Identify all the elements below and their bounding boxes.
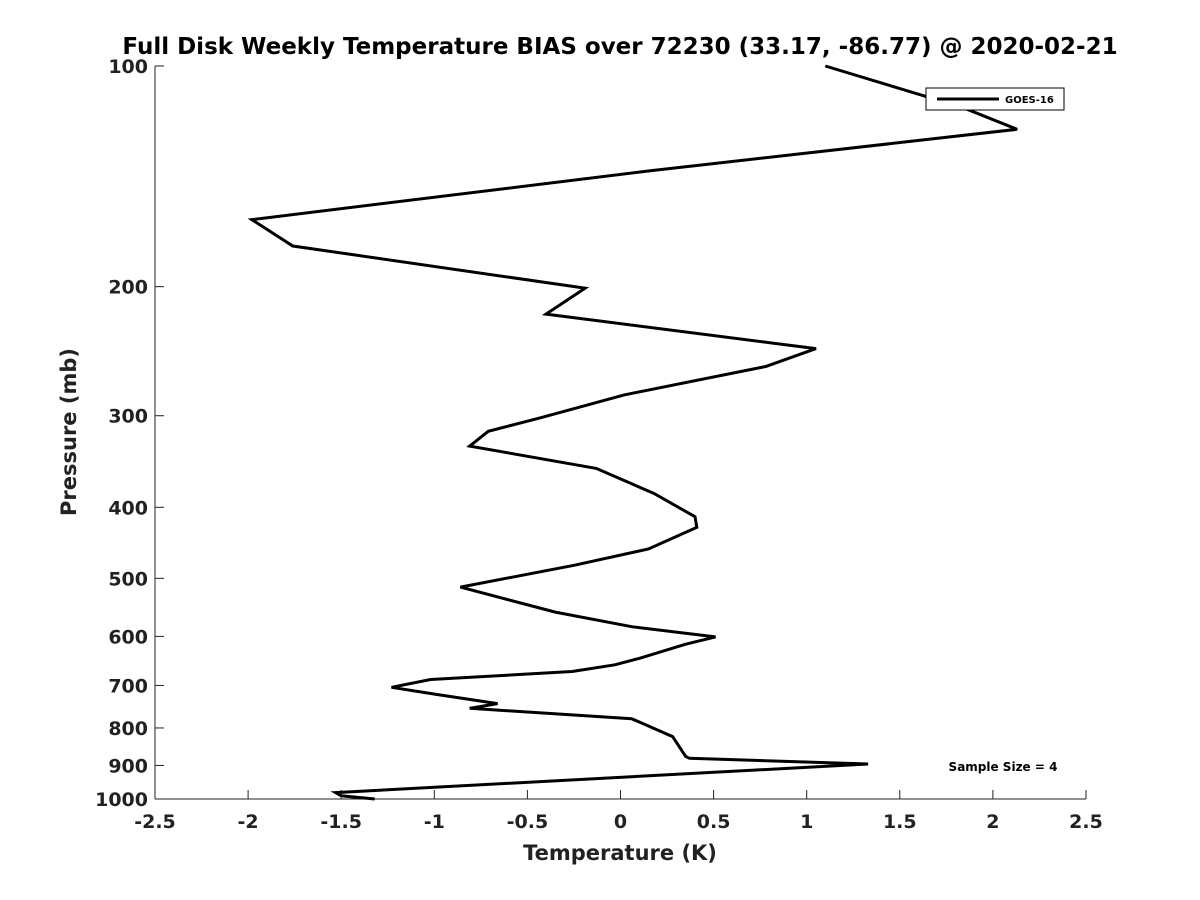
- chart-title: Full Disk Weekly Temperature BIAS over 7…: [122, 34, 1117, 60]
- x-tick-label: 0.5: [697, 811, 731, 833]
- y-axis-title: Pressure (mb): [57, 348, 81, 516]
- x-tick-label: -2.5: [134, 811, 176, 833]
- sample-size-annotation: Sample Size = 4: [949, 760, 1058, 774]
- x-tick-label: 1: [800, 811, 813, 833]
- x-tick-label: -2: [238, 811, 259, 833]
- y-tick-label: 700: [108, 675, 148, 697]
- x-tick-label: 2.5: [1069, 811, 1103, 833]
- y-ticks: 100 200 300 400 500 600 700 800 900 1000: [95, 56, 164, 811]
- series-layer: [247, 64, 1018, 801]
- legend-label-goes-16: GOES-16: [1005, 95, 1054, 106]
- x-axis-title: Temperature (K): [523, 841, 717, 865]
- x-tick-label: -1.5: [320, 811, 362, 833]
- y-tick-label: 1000: [95, 789, 148, 811]
- x-tick-label: 0: [614, 811, 627, 833]
- series-line-goes-16: [247, 64, 1018, 801]
- x-tick-label: -0.5: [507, 811, 549, 833]
- legend: GOES-16: [925, 87, 1065, 111]
- y-tick-label: 100: [108, 56, 148, 78]
- x-ticks: -2.5 -2 -1.5 -1 -0.5 0 0.5 1 1.5 2 2.5: [134, 790, 1103, 833]
- y-tick-label: 600: [108, 626, 148, 648]
- x-tick-label: -1: [424, 811, 445, 833]
- y-tick-label: 900: [108, 755, 148, 777]
- plot-area: -2.5 -2 -1.5 -1 -0.5 0 0.5 1 1.5 2 2.5 100 200 300 40…: [95, 56, 1103, 833]
- x-tick-label: 1.5: [883, 811, 917, 833]
- y-tick-label: 500: [108, 568, 148, 590]
- y-tick-label: 300: [108, 406, 148, 428]
- y-tick-label: 200: [108, 277, 148, 299]
- x-tick-label: 2: [986, 811, 999, 833]
- y-tick-label: 400: [108, 497, 148, 519]
- y-tick-label: 800: [108, 718, 148, 740]
